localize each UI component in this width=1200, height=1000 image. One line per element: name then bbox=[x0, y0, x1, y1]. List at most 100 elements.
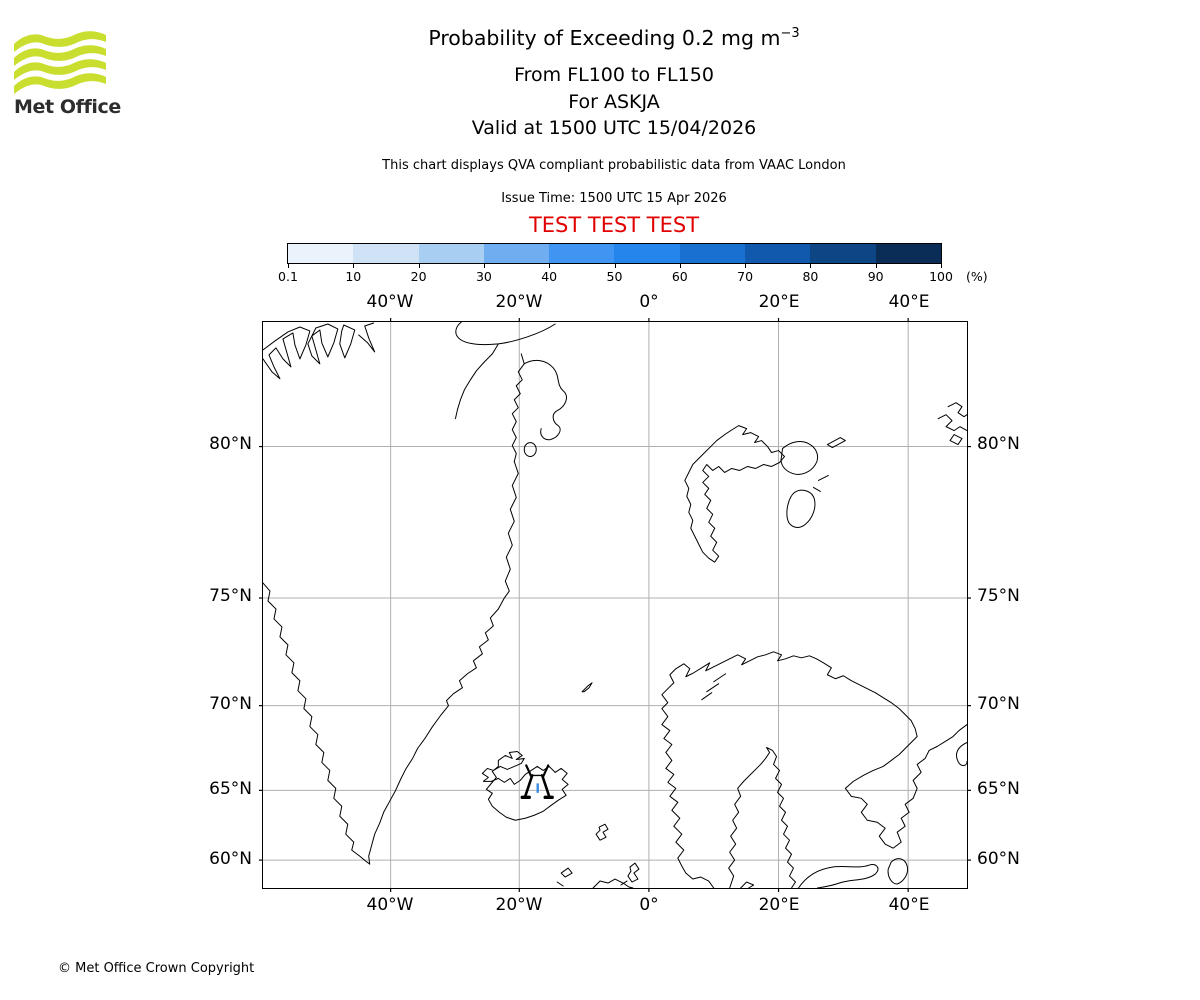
colorbar-tick-label: 30 bbox=[475, 269, 492, 284]
colorbar-tick bbox=[614, 264, 616, 268]
bottom-axis-label: 40°W bbox=[366, 895, 414, 915]
subtitle-line: Valid at 1500 UTC 15/04/2026 bbox=[471, 117, 757, 139]
volcano-cone-left bbox=[523, 774, 534, 798]
colorbar-tick bbox=[745, 264, 747, 268]
left-axis-label: 60°N bbox=[209, 849, 252, 869]
colorbar-tick bbox=[875, 264, 877, 268]
top-axis-label: 40°W bbox=[366, 292, 414, 312]
lake-onega-coastline bbox=[887, 858, 909, 885]
colorbar-segment bbox=[679, 244, 746, 263]
gulf-of-bothnia-coastline bbox=[728, 746, 796, 889]
colorbar-tick-label: 80 bbox=[802, 269, 819, 284]
volcano-flare-right bbox=[542, 764, 550, 778]
svalbard-small-island bbox=[817, 474, 829, 481]
scotland-coastline bbox=[592, 878, 634, 889]
left-axis-label: 75°N bbox=[209, 586, 252, 606]
franz-josef-land-coastline bbox=[937, 414, 968, 432]
hebrides-coastline bbox=[556, 881, 564, 887]
colorbar-segment bbox=[745, 244, 811, 263]
colorbar-tick bbox=[418, 264, 420, 268]
greenland-northeast-coastline bbox=[454, 343, 499, 420]
greenland-northeast-coastline bbox=[523, 359, 567, 441]
colorbar-tick bbox=[941, 264, 942, 268]
colorbar-tick bbox=[483, 264, 485, 268]
colorbar-segment bbox=[353, 244, 419, 263]
colorbar-segment bbox=[614, 244, 680, 263]
page-title: Probability of Exceeding 0.2 mg m−3 bbox=[428, 26, 800, 50]
franz-josef-land-coastline bbox=[947, 402, 968, 418]
logo-wave bbox=[14, 45, 106, 66]
colorbar-tick bbox=[288, 264, 289, 268]
greenland-north-fjords-coastline bbox=[307, 323, 339, 365]
right-axis-label: 75°N bbox=[977, 586, 1020, 606]
colorbar-tick bbox=[679, 264, 681, 268]
right-axis-label: 80°N bbox=[977, 434, 1020, 454]
jan-mayen-coastline bbox=[581, 682, 593, 693]
bottom-axis-label: 20°W bbox=[495, 895, 543, 915]
lofoten-islands bbox=[706, 683, 720, 693]
colorbar-tick bbox=[810, 264, 812, 268]
volcano-marker bbox=[520, 764, 554, 800]
graticule bbox=[259, 318, 971, 892]
greenland-island bbox=[523, 442, 537, 458]
colorbar-tick-label: 70 bbox=[737, 269, 754, 284]
colorbar-tick-label: 50 bbox=[606, 269, 623, 284]
coastlines bbox=[262, 321, 968, 889]
faroe-islands-coastline bbox=[595, 823, 609, 841]
top-axis-label: 20°E bbox=[758, 292, 800, 312]
top-axis-label: 40°E bbox=[888, 292, 930, 312]
colorbar-tick bbox=[353, 264, 355, 268]
colorbar-tick-label: 100 bbox=[929, 269, 953, 284]
test-banner: TEST TEST TEST bbox=[528, 213, 700, 237]
shetland-coastline bbox=[627, 862, 640, 883]
met-office-waves-icon bbox=[14, 31, 106, 94]
colorbar-tick-label: 60 bbox=[671, 269, 688, 284]
left-axis-label: 65°N bbox=[209, 779, 252, 799]
franz-josef-land-coastline bbox=[949, 434, 963, 446]
greenland-north-fjords-coastline bbox=[358, 322, 376, 353]
colorbar-tick-label: 90 bbox=[867, 269, 884, 284]
scandinavia-coastline bbox=[661, 651, 968, 889]
colorbar-segment bbox=[483, 244, 550, 263]
svalbard-kvitoya-coastline bbox=[826, 437, 846, 449]
colorbar-segment bbox=[810, 244, 876, 263]
qva-note: This chart displays QVA compliant probab… bbox=[382, 158, 846, 173]
lofoten-islands bbox=[701, 692, 713, 701]
colorbar-segment bbox=[418, 244, 484, 263]
greenland-north-fjords-coastline bbox=[262, 326, 311, 380]
greenland-north-fjords-coastline bbox=[339, 324, 356, 359]
greenland-west-coastline bbox=[262, 582, 371, 865]
greenland-northeast-coastline bbox=[455, 321, 556, 346]
volcano-flare-left bbox=[525, 764, 533, 778]
colorbar-tick bbox=[549, 264, 551, 268]
bottom-axis-label: 0° bbox=[639, 895, 659, 915]
met-office-logo: Met Office bbox=[14, 28, 124, 118]
title-superscript: −3 bbox=[780, 26, 800, 42]
subtitle-line: From FL100 to FL150 bbox=[514, 64, 714, 86]
top-axis-label: 20°W bbox=[495, 292, 543, 312]
greenland-east-coastline bbox=[368, 461, 519, 865]
colorbar: 0.1 10 20 30 40 50 60 70 80 90 100 bbox=[278, 243, 953, 284]
probability-patch bbox=[536, 783, 539, 793]
copyright: © Met Office Crown Copyright bbox=[58, 961, 255, 976]
lofoten-islands bbox=[713, 673, 727, 683]
svalbard-nordaustlandet-coastline bbox=[780, 441, 819, 475]
iceland-coastline bbox=[481, 750, 569, 821]
colorbar-tick-label: 10 bbox=[345, 269, 362, 284]
logo-wave bbox=[14, 31, 106, 52]
map-svg bbox=[259, 318, 971, 892]
colorbar-segment bbox=[875, 244, 941, 263]
right-axis-label: 60°N bbox=[977, 849, 1020, 869]
orkney-coastline bbox=[620, 880, 628, 886]
top-axis-label: 0° bbox=[639, 292, 659, 312]
right-axis-label: 65°N bbox=[977, 779, 1020, 799]
greenland-northeast-coastline bbox=[511, 353, 525, 463]
volcano-cone-right bbox=[540, 774, 551, 798]
svalbard-spitsbergen-coastline bbox=[684, 425, 786, 563]
right-axis-label: 70°N bbox=[977, 694, 1020, 714]
colorbar-unit-label: (%) bbox=[966, 269, 988, 284]
bottom-axis-label: 40°E bbox=[888, 895, 930, 915]
left-axis-label: 80°N bbox=[209, 434, 252, 454]
hebrides-coastline bbox=[560, 867, 573, 878]
